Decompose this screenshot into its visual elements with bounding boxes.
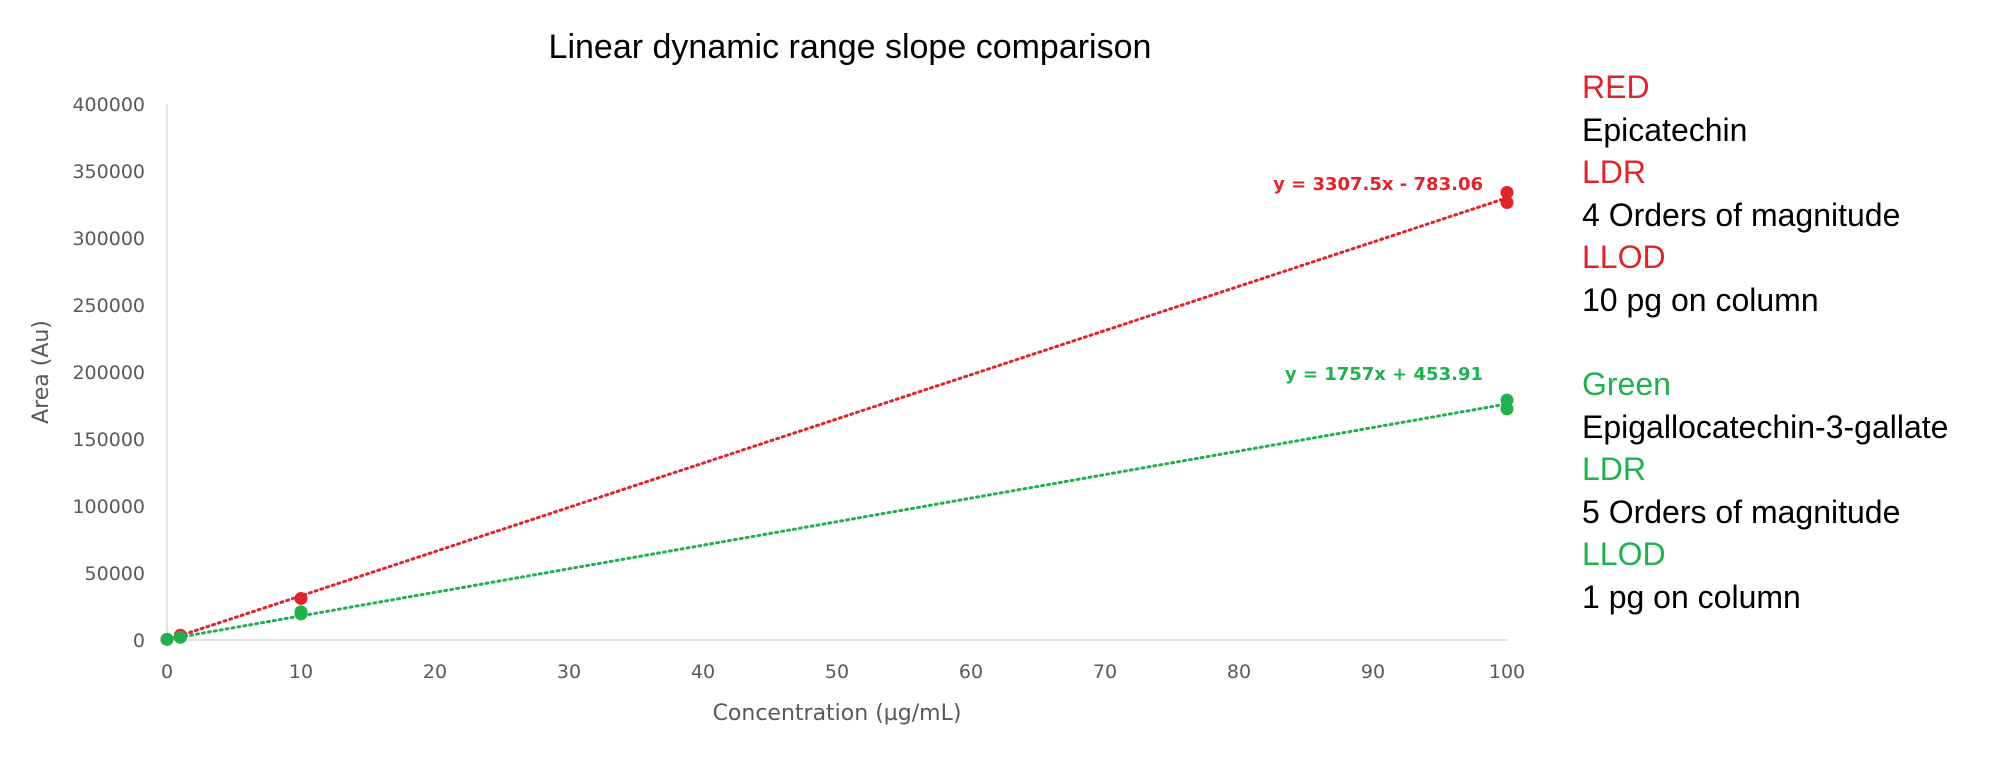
y-tick-label: 250000 bbox=[72, 295, 145, 317]
trendline-2 bbox=[165, 402, 1509, 641]
group2-compound: Epigallocatechin-3-gallate bbox=[1582, 408, 1949, 445]
y-tick-label: 350000 bbox=[72, 161, 145, 183]
group1-color-name: RED bbox=[1582, 69, 1650, 105]
legend-panel: RED Epicatechin LDR 4 Orders of magnitud… bbox=[1582, 66, 1992, 618]
group2-color-name: Green bbox=[1582, 366, 1671, 402]
group1-ldr-value: 4 Orders of magnitude bbox=[1582, 196, 1901, 233]
x-axis-title: Concentration (µg/mL) bbox=[713, 701, 962, 726]
y-axis-title: Area (Au) bbox=[29, 320, 54, 424]
x-axis-ticks: 0 10 20 30 40 50 60 70 80 90 100 bbox=[161, 661, 1525, 683]
series-1: y = 3307.5x - 783.06 bbox=[160, 174, 1514, 646]
group2-ldr-value: 5 Orders of magnitude bbox=[1582, 493, 1901, 530]
group2-llod-label: LLOD bbox=[1582, 536, 1666, 572]
trendline-equation-2: y = 1757x + 453.91 bbox=[1285, 364, 1483, 385]
y-tick-label: 200000 bbox=[72, 362, 145, 384]
x-tick-label: 70 bbox=[1093, 661, 1117, 683]
data-point bbox=[1500, 402, 1514, 416]
series-layer: y = 3307.5x - 783.06 y = 1757x + 453.91 bbox=[160, 174, 1514, 646]
y-tick-label: 300000 bbox=[72, 228, 145, 250]
group1-compound: Epicatechin bbox=[1582, 111, 1748, 148]
group1-llod-value: 10 pg on column bbox=[1582, 281, 1819, 318]
group2-llod-value: 1 pg on column bbox=[1582, 578, 1801, 615]
group2-ldr-label: LDR bbox=[1582, 451, 1647, 487]
x-tick-label: 50 bbox=[825, 661, 849, 683]
y-axis-ticks: 0 50000 100000 150000 200000 250000 300000 3500… bbox=[72, 94, 145, 652]
x-tick-label: 90 bbox=[1361, 661, 1385, 683]
x-tick-label: 100 bbox=[1489, 661, 1525, 683]
group1-ldr-label: LDR bbox=[1582, 154, 1647, 190]
x-tick-label: 80 bbox=[1227, 661, 1251, 683]
data-point bbox=[1500, 195, 1514, 209]
trendline-1 bbox=[165, 196, 1509, 642]
x-tick-label: 30 bbox=[557, 661, 581, 683]
data-point bbox=[173, 630, 187, 644]
series-2: y = 1757x + 453.91 bbox=[160, 364, 1514, 646]
data-point bbox=[294, 591, 308, 605]
x-tick-label: 10 bbox=[289, 661, 313, 683]
data-point bbox=[160, 632, 174, 646]
chart-title: Linear dynamic range slope comparison bbox=[548, 28, 1152, 66]
trendline-equation-1: y = 3307.5x - 783.06 bbox=[1273, 174, 1483, 195]
data-point bbox=[1500, 185, 1514, 199]
x-tick-label: 20 bbox=[423, 661, 447, 683]
y-tick-label: 400000 bbox=[72, 94, 145, 116]
y-tick-label: 50000 bbox=[85, 563, 145, 585]
data-point bbox=[294, 605, 308, 619]
x-tick-label: 60 bbox=[959, 661, 983, 683]
y-tick-label: 0 bbox=[133, 630, 145, 652]
scatter-plot: 0 50000 100000 150000 200000 250000 300000 3500… bbox=[29, 94, 1525, 726]
x-tick-label: 40 bbox=[691, 661, 715, 683]
x-tick-label: 0 bbox=[161, 661, 173, 683]
y-tick-label: 100000 bbox=[72, 496, 145, 518]
group1-llod-label: LLOD bbox=[1582, 239, 1666, 275]
y-tick-label: 150000 bbox=[72, 429, 145, 451]
